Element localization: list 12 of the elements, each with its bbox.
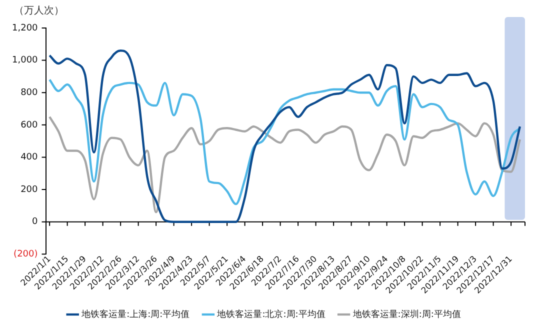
y-tick-label: (200) bbox=[14, 249, 38, 260]
y-tick-label: 1,000 bbox=[12, 56, 38, 66]
y-axis-title: （万人次） bbox=[14, 6, 64, 17]
y-tick-label: 0 bbox=[32, 217, 38, 228]
y-tick-label: 400 bbox=[20, 152, 38, 163]
y-tick-label: 1,200 bbox=[12, 23, 38, 34]
legend-label: 地铁客运量:北京:周:平均值 bbox=[216, 308, 326, 320]
y-tick-label: 600 bbox=[20, 120, 38, 130]
y-tick-label: 800 bbox=[20, 88, 38, 98]
legend-label: 地铁客运量:深圳:周:平均值 bbox=[352, 308, 461, 320]
legend-label: 地铁客运量:上海:周:平均值 bbox=[80, 308, 190, 320]
y-tick-label: 200 bbox=[20, 184, 38, 195]
